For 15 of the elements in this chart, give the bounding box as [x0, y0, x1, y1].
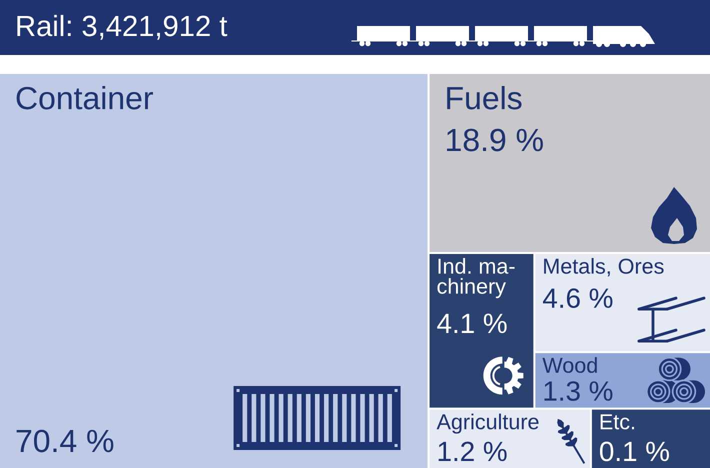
category-label: Container: [16, 86, 153, 110]
data-label: 18.9 %: [447, 128, 543, 152]
data-label: 4.6 %: [543, 288, 612, 308]
data-label: 1.2 %: [438, 442, 507, 462]
data-label: 0.1 %: [600, 442, 669, 462]
data-label: 1.3 %: [544, 381, 612, 401]
data-label: 70.4 %: [16, 430, 114, 452]
data-label: 4.1 %: [437, 314, 507, 334]
category-label: Wood: [542, 357, 597, 373]
category-label: Fuels: [447, 86, 522, 110]
category-label: Etc.: [600, 414, 634, 430]
category-label: Agriculture: [436, 414, 539, 434]
category-label: Metals, Ores: [544, 258, 664, 276]
category-label: Ind. ma- chinery: [437, 258, 515, 298]
text: Rail: 3,421,912 t: [17, 14, 228, 40]
